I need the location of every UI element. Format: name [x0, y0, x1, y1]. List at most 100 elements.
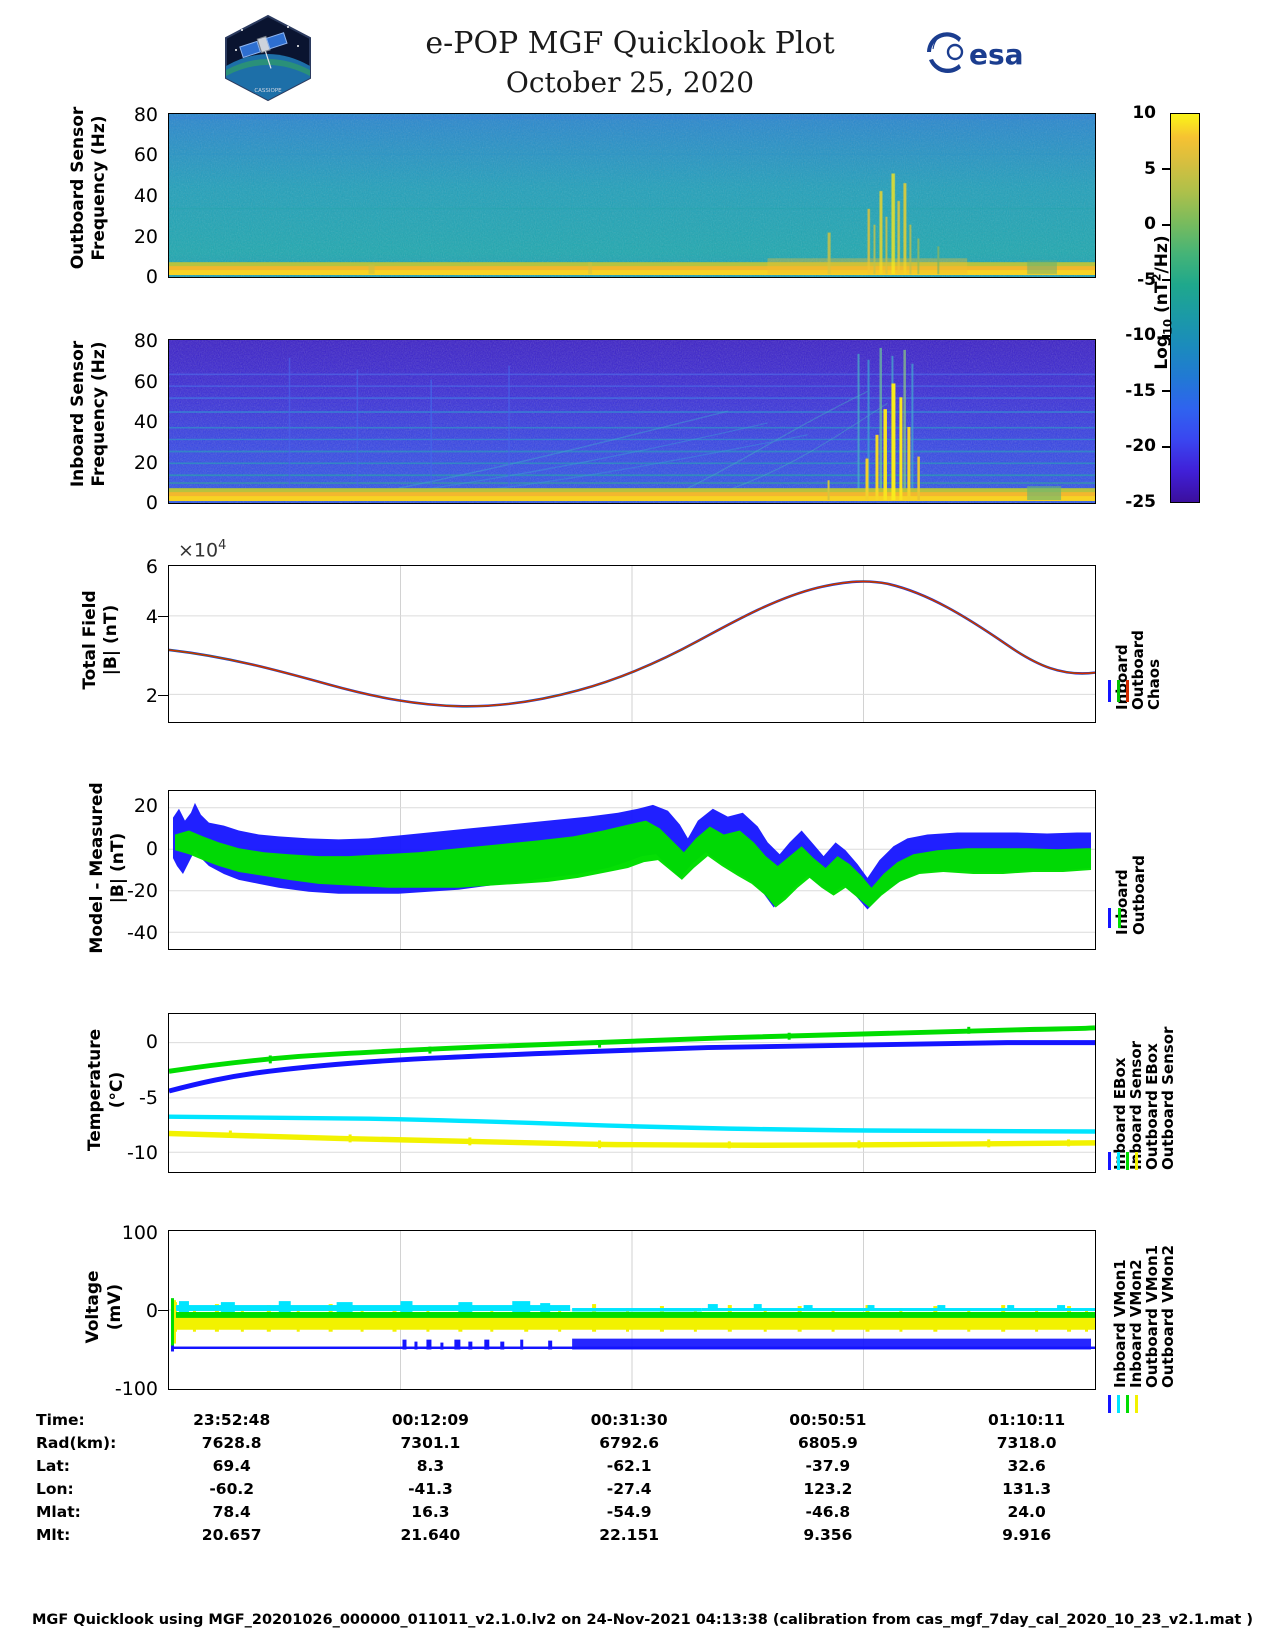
- cell-lat-1: 8.3: [416, 1456, 445, 1475]
- page-header: CASSIOPE e-POP MGF Quicklook Plot Octobe…: [0, 0, 1275, 112]
- colorbar-tick: -20: [1125, 436, 1156, 456]
- svg-text:esa: esa: [969, 38, 1024, 71]
- legend-swatch-inboard: [1108, 908, 1111, 928]
- ytick: 20: [133, 226, 158, 248]
- outboard-spectrogram-panel: [168, 113, 1096, 278]
- footer-provenance: MGF Quicklook using MGF_20201026_000000_…: [31, 1612, 1253, 1628]
- ytick: 20: [133, 452, 158, 474]
- cell-rad-0: 7628.8: [201, 1433, 262, 1452]
- legend-swatch-inboard-vmon1: [1108, 1395, 1111, 1413]
- voltage-legend-outboard-vmon1: Outboard VMon1: [1143, 1244, 1161, 1388]
- ytick: 0: [145, 492, 158, 514]
- voltage-panel: [168, 1230, 1096, 1390]
- ytick: 0: [145, 838, 158, 860]
- ylabel-line: Inboard Sensor: [68, 340, 88, 488]
- total-field-legend-outboard: Outboard: [1129, 630, 1147, 710]
- cassiope-mission-patch-icon: CASSIOPE: [222, 14, 314, 102]
- cell-mlt-4: 9.916: [1002, 1525, 1052, 1544]
- colorbar-tick: 0: [1144, 214, 1156, 234]
- row-label-rad: Rad(km):: [36, 1433, 117, 1452]
- cell-lat-3: -37.9: [805, 1456, 851, 1475]
- cell-rad-4: 7318.0: [996, 1433, 1057, 1452]
- legend-swatch-outboard: [1117, 680, 1120, 702]
- colorbar-tick: 5: [1144, 159, 1156, 179]
- ytick: -100: [114, 1378, 158, 1400]
- ytick: 4: [145, 606, 158, 628]
- model-measured-legend-outboard: Outboard: [1130, 855, 1148, 935]
- cell-mlat-2: -54.9: [606, 1502, 652, 1521]
- cell-lon-4: 131.3: [1002, 1479, 1052, 1498]
- page-date: October 25, 2020: [505, 66, 755, 99]
- ytick: -10: [126, 1142, 158, 1164]
- ytick: 80: [133, 104, 158, 126]
- colorbar-tick: -5: [1137, 270, 1156, 290]
- inboard-spectrogram-image: [169, 340, 1095, 503]
- table-row: Mlat: 78.4 16.3 -54.9 -46.8 24.0: [36, 1500, 1126, 1523]
- esa-logo-icon: esa: [925, 30, 1043, 74]
- inboard-spectrogram-panel: [168, 339, 1096, 504]
- legend-swatch-outboard-sensor: [1135, 1152, 1138, 1170]
- ytick: 0: [145, 1031, 158, 1053]
- page-title: e-POP MGF Quicklook Plot: [425, 26, 835, 61]
- ytick: 0: [145, 1300, 158, 1322]
- table-row: Mlt: 20.657 21.640 22.151 9.356 9.916: [36, 1523, 1126, 1546]
- row-label-mlat: Mlat:: [36, 1502, 81, 1521]
- colorbar: [1170, 113, 1200, 503]
- cell-mlt-3: 9.356: [803, 1525, 853, 1544]
- cell-time-4: 01:10:11: [988, 1410, 1066, 1429]
- legend-swatch-outboard-vmon2: [1135, 1395, 1138, 1413]
- cell-time-0: 23:52:48: [193, 1410, 271, 1429]
- cell-mlt-1: 21.640: [400, 1525, 461, 1544]
- cell-lon-2: -27.4: [606, 1479, 652, 1498]
- temperature-legend-inboard-sensor: Inboard Sensor: [1127, 1040, 1145, 1170]
- ytick: 40: [133, 185, 158, 207]
- total-field-axis-exponent: ×104: [178, 538, 226, 561]
- table-row: Lon: -60.2 -41.3 -27.4 123.2 131.3: [36, 1477, 1126, 1500]
- ytick: 60: [133, 371, 158, 393]
- voltage-legend-inboard-vmon1: Inboard VMon1: [1111, 1259, 1129, 1388]
- cell-lon-1: -41.3: [408, 1479, 453, 1498]
- table-row: Time: 23:52:48 00:12:09 00:31:30 00:50:5…: [36, 1408, 1126, 1431]
- ytick: 100: [121, 1222, 158, 1244]
- voltage-legend-outboard-vmon2: Outboard VMon2: [1159, 1244, 1177, 1388]
- temperature-legend-outboard-ebox: Outboard EBox: [1143, 1043, 1161, 1170]
- legend-swatch-inboard: [1108, 680, 1111, 702]
- legend-swatch-inboard-vmon2: [1117, 1395, 1120, 1413]
- temperature-panel: [168, 1013, 1096, 1173]
- table-row: Rad(km): 7628.8 7301.1 6792.6 6805.9 731…: [36, 1431, 1126, 1454]
- ylabel-line: Outboard Sensor: [68, 106, 88, 270]
- cell-lon-0: -60.2: [209, 1479, 255, 1498]
- legend-swatch-inboard-sensor: [1117, 1152, 1120, 1170]
- colorbar-tick: 10: [1132, 103, 1156, 123]
- model-minus-measured-plot: [169, 791, 1095, 949]
- temperature-legend-outboard-sensor: Outboard Sensor: [1159, 1026, 1177, 1170]
- voltage-plot: [169, 1231, 1095, 1389]
- total-field-panel: [168, 565, 1096, 723]
- row-label-mlt: Mlt:: [36, 1525, 71, 1544]
- cell-time-2: 00:31:30: [590, 1410, 668, 1429]
- cell-time-3: 00:50:51: [789, 1410, 867, 1429]
- cell-mlat-1: 16.3: [411, 1502, 450, 1521]
- ytick: 40: [133, 411, 158, 433]
- ytick: 0: [145, 266, 158, 288]
- temperature-plot: [169, 1014, 1095, 1172]
- cell-time-1: 00:12:09: [391, 1410, 469, 1429]
- total-field-plot: [169, 566, 1095, 722]
- model-minus-measured-ylabel: Model - Measured |B| (nT): [87, 743, 131, 993]
- ephemeris-table: Time: 23:52:48 00:12:09 00:31:30 00:50:5…: [0, 1408, 1275, 1546]
- ytick: 2: [145, 685, 158, 707]
- ytick: -5: [139, 1087, 158, 1109]
- model-minus-measured-panel: [168, 790, 1096, 950]
- legend-swatch-outboard: [1118, 908, 1121, 928]
- cell-mlat-0: 78.4: [212, 1502, 251, 1521]
- legend-swatch-outboard-vmon1: [1126, 1395, 1129, 1413]
- cell-lon-3: 123.2: [803, 1479, 853, 1498]
- ytick: 60: [133, 144, 158, 166]
- model-measured-legend-inboard: Inboard: [1113, 869, 1131, 935]
- cell-mlt-0: 20.657: [201, 1525, 262, 1544]
- cell-lat-4: 32.6: [1007, 1456, 1046, 1475]
- colorbar-tick: -25: [1125, 492, 1156, 512]
- row-label-time: Time:: [36, 1410, 85, 1429]
- cell-mlt-2: 22.151: [599, 1525, 660, 1544]
- cell-lat-2: -62.1: [606, 1456, 652, 1475]
